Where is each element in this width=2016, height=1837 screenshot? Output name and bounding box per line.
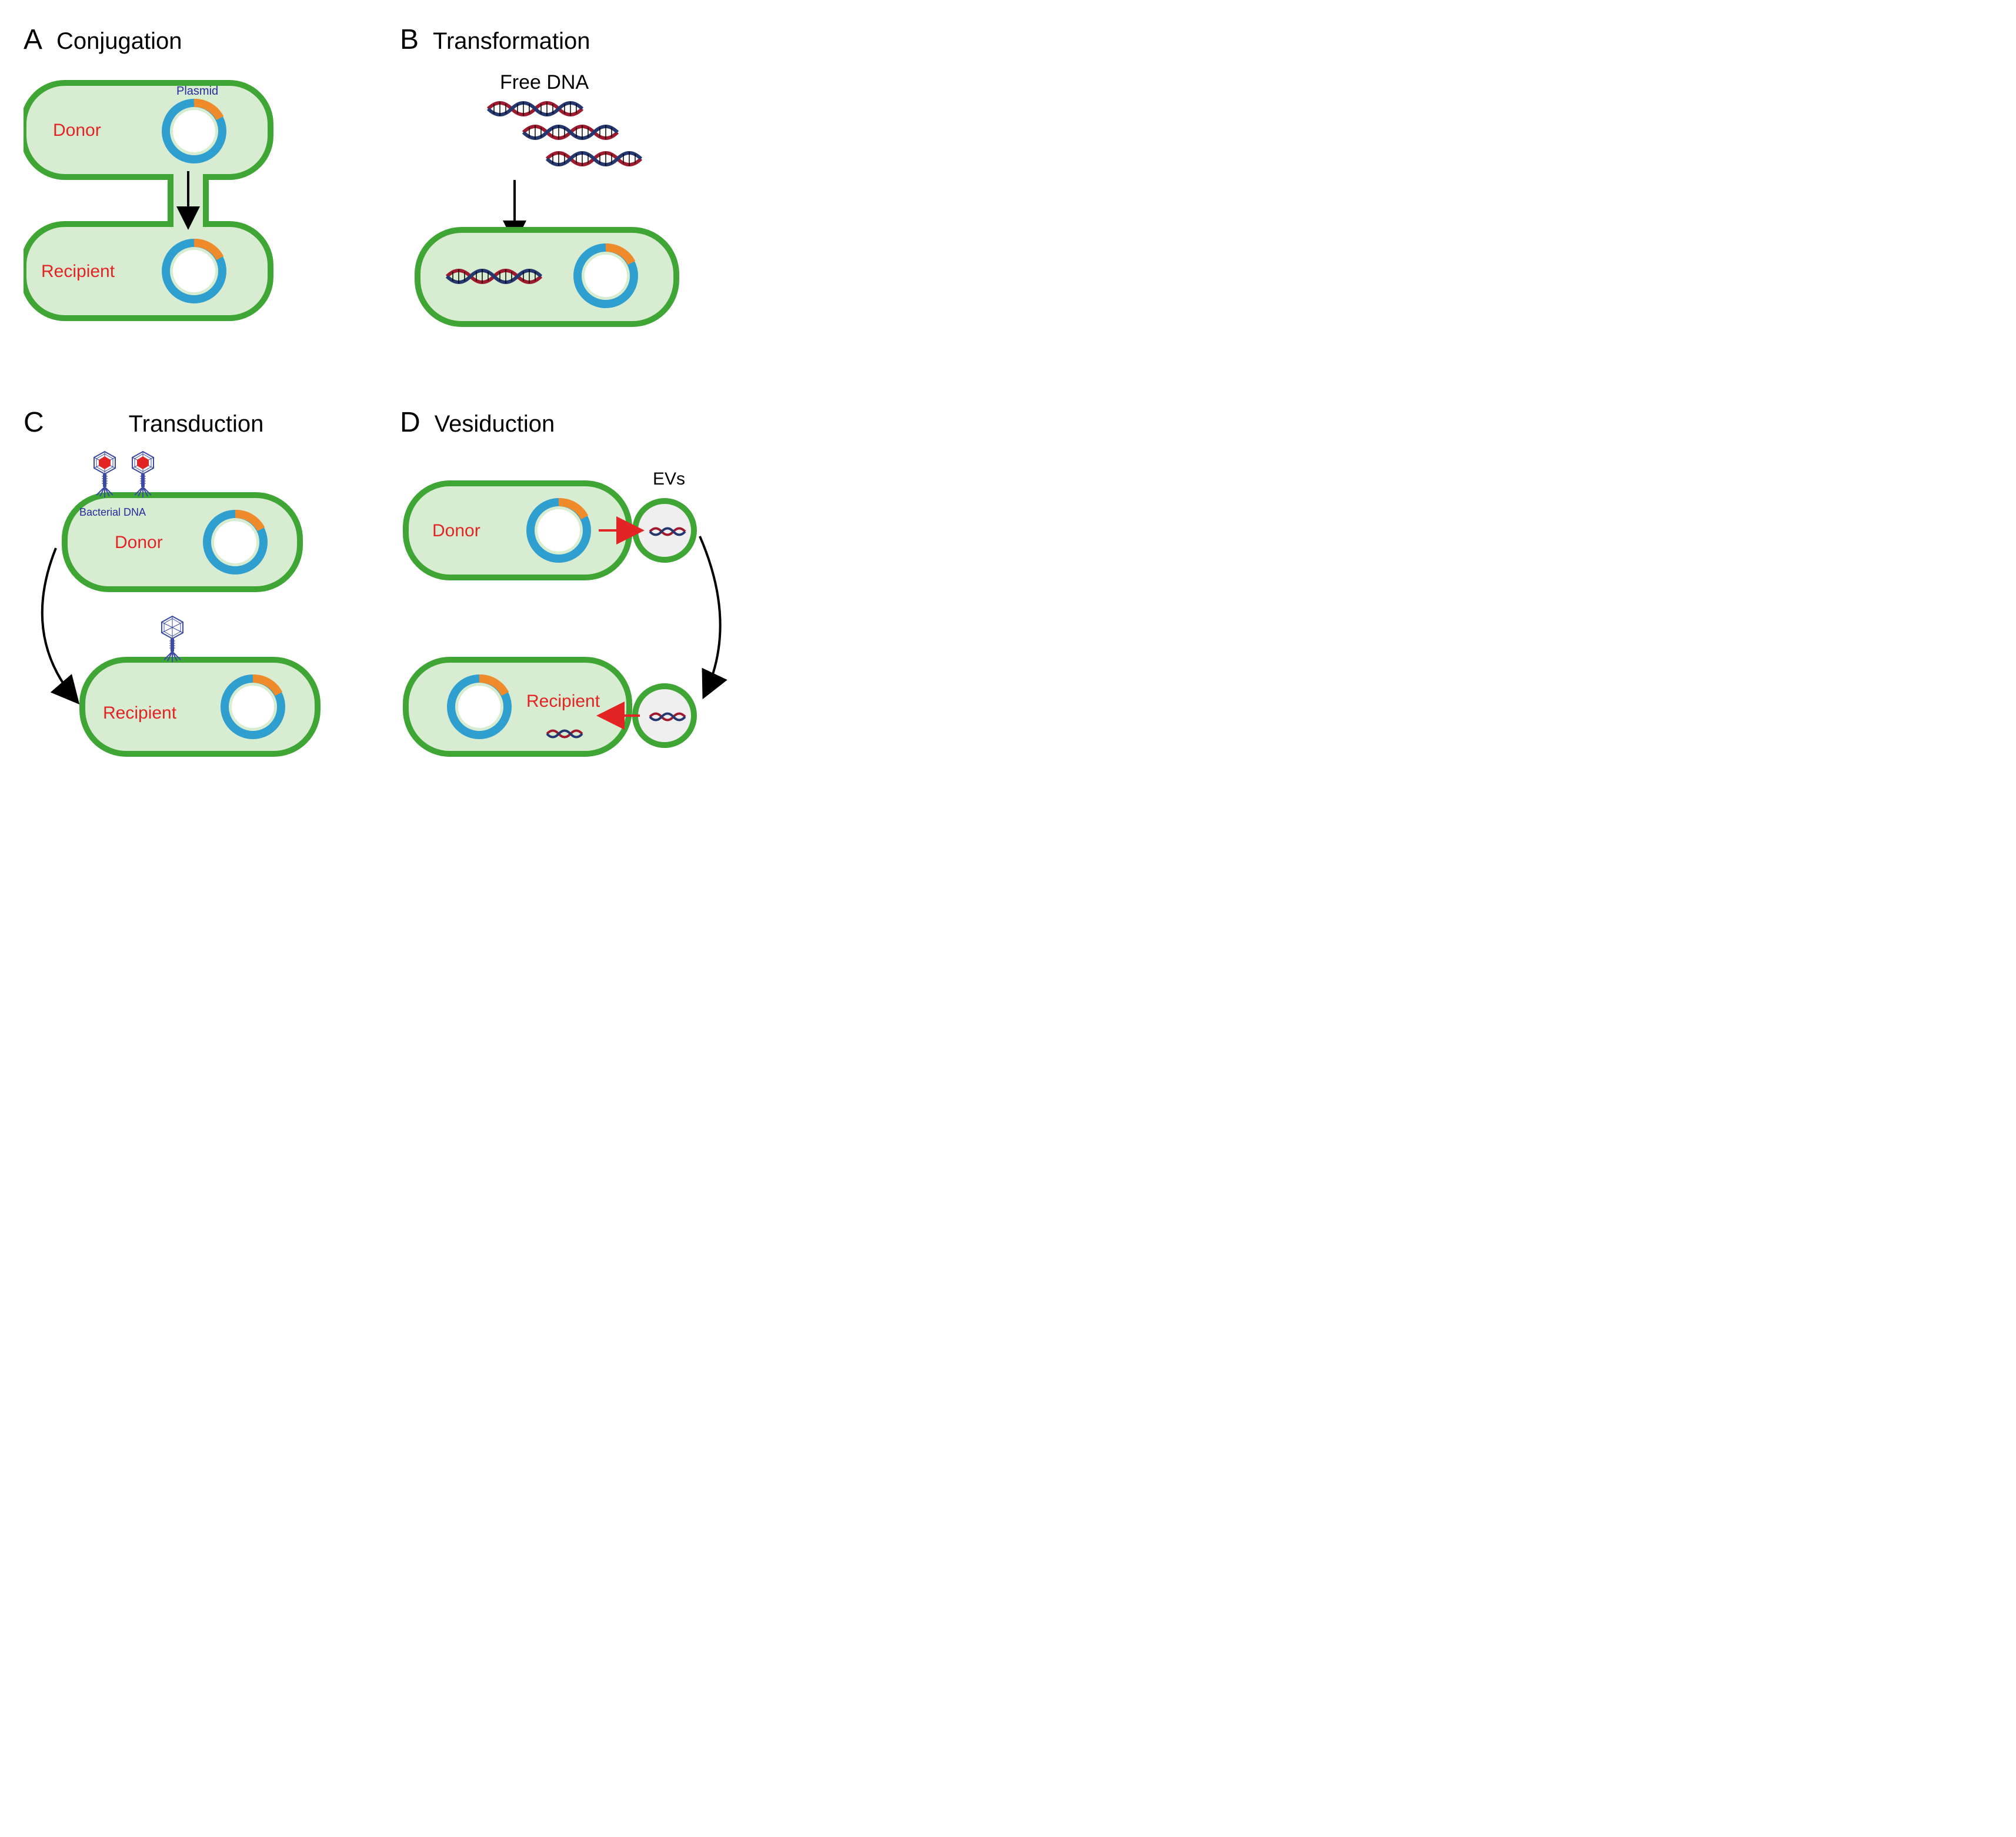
label-free-dna: Free DNA — [500, 71, 589, 93]
plasmid-recipient — [225, 679, 281, 735]
panel-letter: D — [400, 406, 420, 439]
plasmid-donor — [530, 502, 587, 559]
dna-fragment — [547, 152, 641, 166]
label-recipient: Recipient — [41, 262, 115, 281]
panel-conjugation: A Conjugation — [24, 24, 353, 371]
panel-title: Conjugation — [56, 28, 182, 55]
label-donor: Donor — [53, 121, 101, 140]
diagram-vesiduction: Donor EVs — [400, 448, 729, 754]
label-bacterial-dna: Bacterial DNA — [79, 506, 146, 518]
plasmid — [578, 248, 634, 304]
label-plasmid: Plasmid — [176, 85, 218, 98]
diagram-transformation: Free DNA — [400, 65, 729, 336]
phage-icon — [94, 452, 115, 497]
panel-transduction: C Transduction — [24, 406, 353, 754]
label-donor: Donor — [432, 521, 480, 540]
plasmid-donor — [207, 514, 263, 570]
phage-icon — [162, 616, 183, 662]
plasmid-recipient — [451, 679, 508, 735]
diagram-conjugation: Donor Recipient Plasmid — [24, 65, 353, 336]
diagram-transduction: Bacterial DNA Donor Recipient — [24, 448, 353, 754]
panel-title: Transduction — [129, 411, 264, 437]
phage-icon — [132, 452, 153, 497]
dna-fragment — [488, 102, 582, 116]
plasmid-recipient — [166, 243, 222, 299]
dna-fragment — [523, 125, 618, 139]
panel-transformation: B Transformation — [400, 24, 729, 371]
panel-vesiduction: D Vesiduction — [400, 406, 729, 754]
arrow-ev-transfer — [700, 536, 720, 695]
label-evs: EVs — [653, 469, 685, 489]
panel-title: Vesiduction — [435, 411, 555, 437]
cell-donor-recipient — [24, 83, 271, 318]
panel-letter: A — [24, 24, 42, 56]
panel-letter: C — [24, 406, 44, 439]
label-donor: Donor — [115, 533, 163, 552]
panel-letter: B — [400, 24, 419, 56]
label-recipient: Recipient — [526, 692, 600, 711]
plasmid-donor — [166, 103, 222, 159]
label-recipient: Recipient — [103, 703, 177, 723]
panel-title: Transformation — [433, 28, 590, 55]
